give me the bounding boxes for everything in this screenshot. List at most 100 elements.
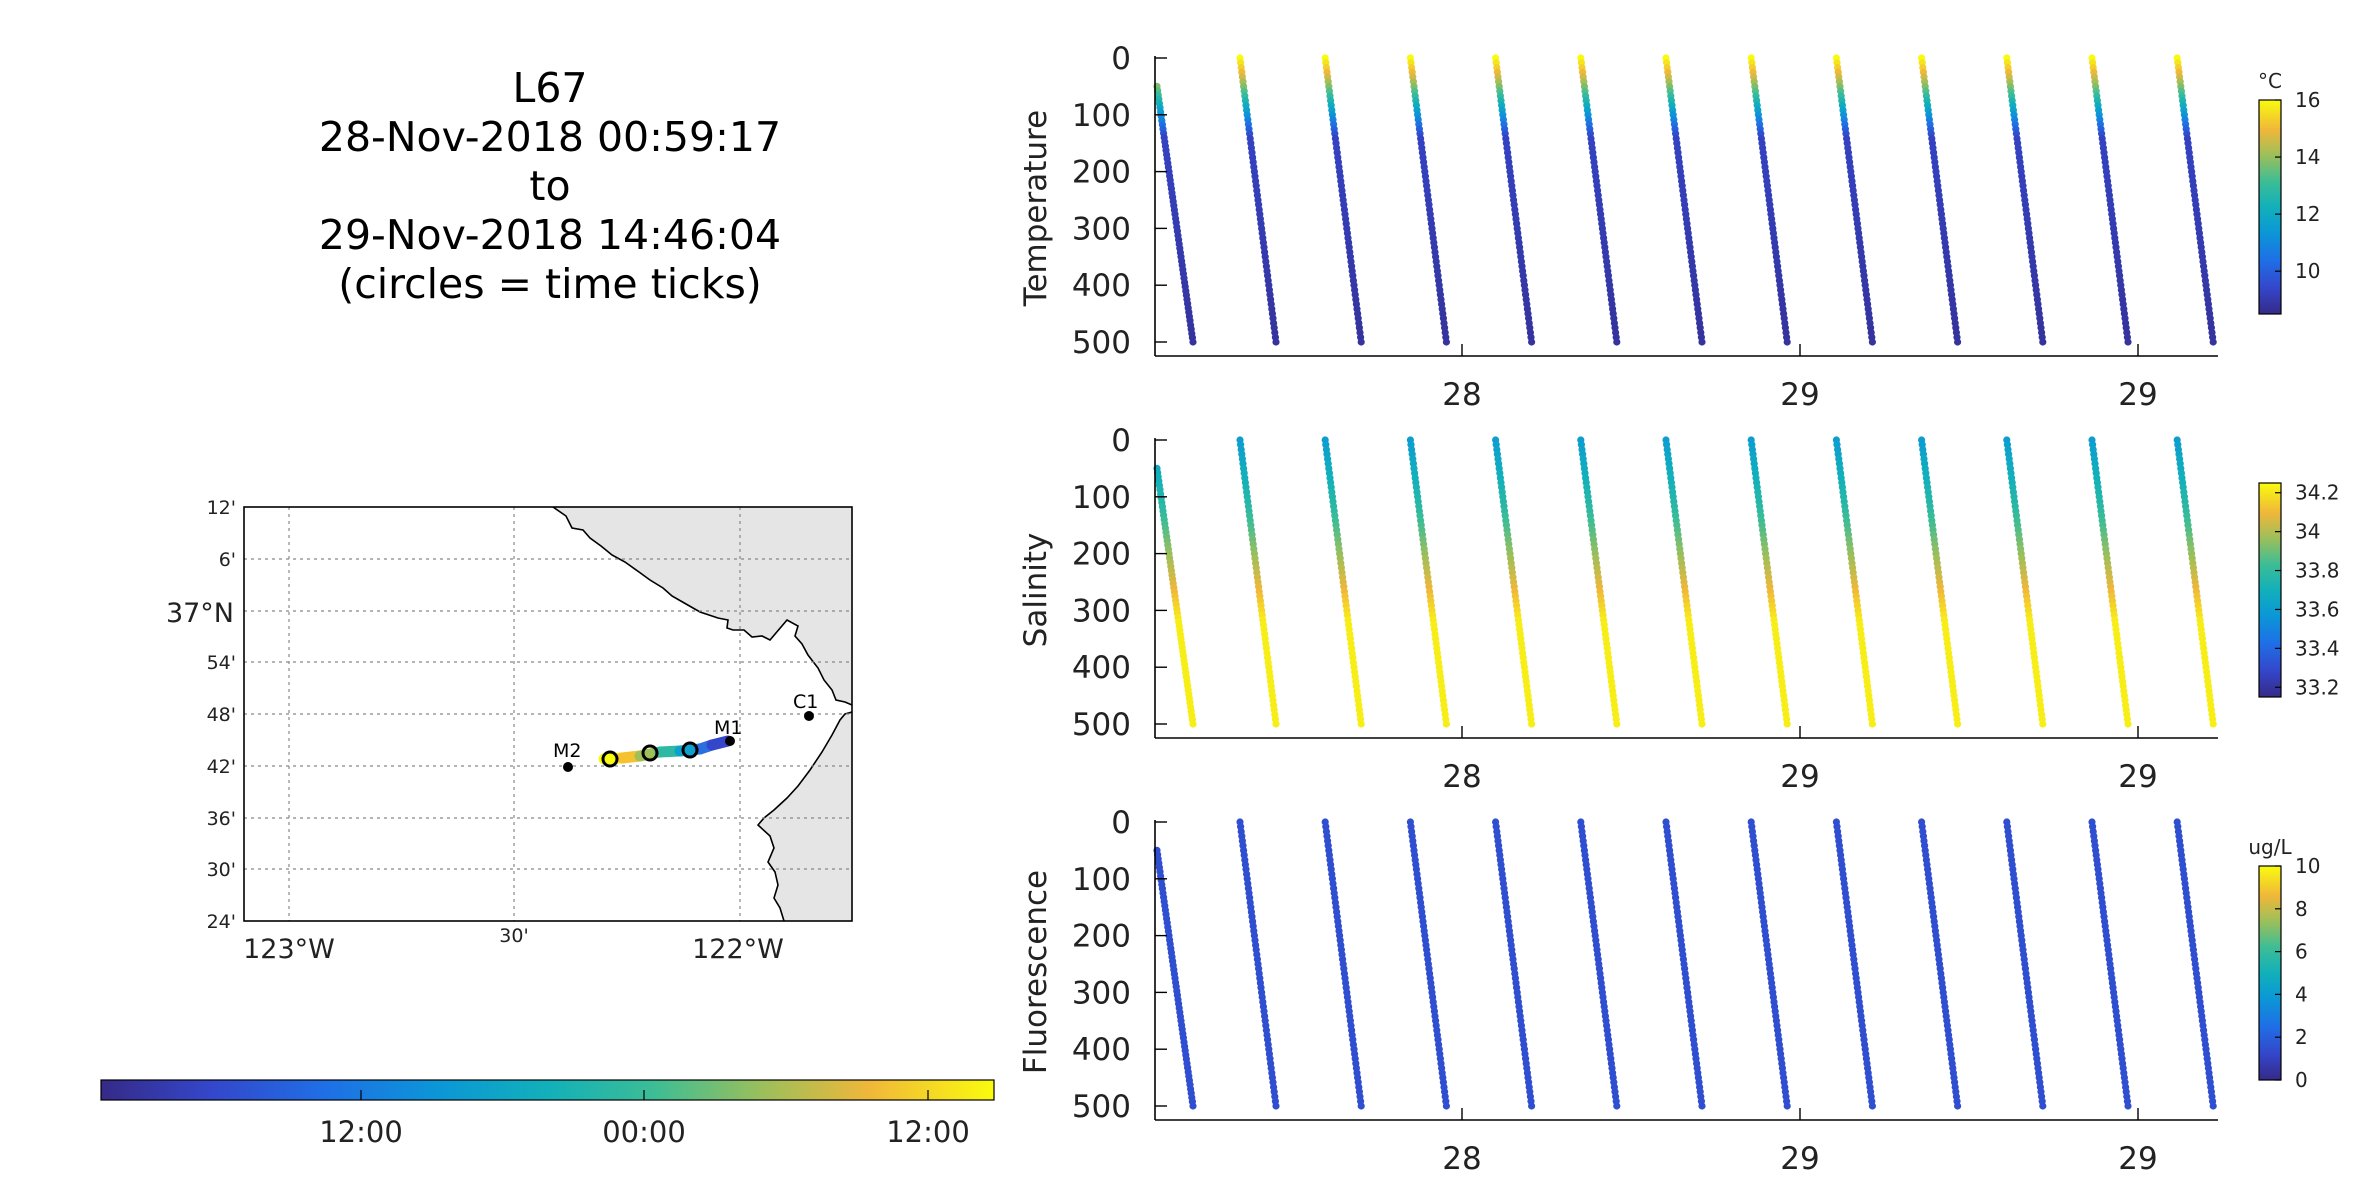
profile-cast — [1577, 436, 1621, 728]
profile-point — [1272, 338, 1280, 346]
profile-point — [1783, 720, 1791, 728]
colorbar-tick-label: 33.2 — [2295, 675, 2340, 699]
colorbar-tick-label: 14 — [2295, 145, 2320, 169]
profile-cast — [2003, 54, 2047, 346]
profile-point — [2124, 338, 2132, 346]
x-tick-label: 29 — [1780, 759, 1819, 795]
profile-point — [1954, 720, 1962, 728]
figure-title: L67 28-Nov-2018 00:59:17 to 29-Nov-2018 … — [250, 64, 850, 309]
lat-label: 54' — [207, 652, 236, 674]
y-tick-label: 400 — [1072, 650, 1131, 686]
profile-point — [2209, 1102, 2217, 1110]
y-tick-label: 400 — [1072, 1032, 1131, 1068]
profile-cast — [2003, 436, 2047, 728]
time-tick-label: 12:00 — [319, 1115, 403, 1149]
y-tick-label: 200 — [1072, 919, 1131, 955]
station-marker-m1 — [725, 736, 735, 746]
profile-cast — [1236, 436, 1280, 728]
x-tick-label: 29 — [2118, 1141, 2157, 1177]
y-tick-label: 100 — [1072, 862, 1131, 898]
profile-cast — [1492, 818, 1536, 1110]
title-line-start: 28-Nov-2018 00:59:17 — [318, 113, 782, 161]
profile-cast — [1406, 54, 1450, 346]
profile-point — [2039, 1102, 2047, 1110]
map-lat-labels: 12' 6' 37°N 54' 48' 42' 36' 30' 24' — [166, 497, 236, 933]
y-tick-label: 100 — [1072, 98, 1131, 134]
profile-point — [1272, 720, 1280, 728]
profile-point — [1442, 1102, 1450, 1110]
title-line-end: 29-Nov-2018 14:46:04 — [318, 211, 782, 259]
profile-cast — [1577, 54, 1621, 346]
profile-cast — [1321, 436, 1365, 728]
colorbar-tick-label: 33.8 — [2295, 559, 2340, 583]
profile-point — [1698, 1102, 1706, 1110]
profile-cast — [2088, 54, 2132, 346]
lat-label: 37°N — [166, 598, 234, 629]
x-tick-label: 28 — [1442, 759, 1481, 795]
profile-point — [1698, 720, 1706, 728]
time-colorbar: 12:00 00:00 12:00 — [100, 1079, 995, 1149]
profile-point — [1698, 338, 1706, 346]
profile-point — [1357, 720, 1365, 728]
y-tick-label: 100 — [1072, 480, 1131, 516]
profile-cast — [1662, 54, 1706, 346]
profile-point — [2039, 720, 2047, 728]
y-tick-label: 500 — [1072, 707, 1131, 743]
y-axis-label: Fluorescence — [1018, 870, 1054, 1074]
profile-cast — [1747, 54, 1791, 346]
station-marker-m2 — [563, 762, 573, 772]
map-panel: M2 M1 C1 12' 6' 37°N 54' 48' 42' 36' 30'… — [166, 497, 853, 965]
colorbar — [2258, 865, 2282, 1081]
colorbar-tick-label: 6 — [2295, 940, 2308, 964]
y-tick-label: 0 — [1111, 805, 1131, 841]
profile-panel-salinity: 0 100 200 300 400 500 28 29 29 Salinity 33.2 33.4 33… — [1018, 423, 2340, 795]
colorbar-tick-label: 8 — [2295, 897, 2308, 921]
time-tick-circle — [681, 741, 699, 759]
profile-point — [1528, 720, 1536, 728]
profile-cast — [1747, 818, 1791, 1110]
title-line-glider: L67 — [512, 64, 588, 112]
x-tick-label: 28 — [1442, 1141, 1481, 1177]
profile-point — [1528, 338, 1536, 346]
y-tick-label: 300 — [1072, 211, 1131, 247]
lat-label: 6' — [219, 549, 236, 571]
profile-point — [2124, 720, 2132, 728]
profile-cast — [1492, 436, 1536, 728]
profile-point — [2209, 338, 2217, 346]
profile-cast — [1918, 436, 1962, 728]
y-axis-label: Temperature — [1018, 110, 1054, 307]
profile-point — [1613, 720, 1621, 728]
station-label-c1: C1 — [793, 691, 818, 713]
y-tick-label: 200 — [1072, 537, 1131, 573]
profile-point — [1783, 338, 1791, 346]
profile-point — [1868, 338, 1876, 346]
profile-point — [1954, 338, 1962, 346]
profile-point — [1613, 338, 1621, 346]
station-label-m1: M1 — [714, 717, 742, 739]
profile-point — [1783, 1102, 1791, 1110]
profile-cast — [1321, 54, 1365, 346]
y-tick-label: 300 — [1072, 975, 1131, 1011]
station-marker-c1 — [804, 711, 814, 721]
colorbar-tick-label: 0 — [2295, 1068, 2308, 1092]
profile-cast — [1577, 818, 1621, 1110]
profile-cast — [1832, 818, 1876, 1110]
profile-point — [2039, 338, 2047, 346]
x-tick-label: 29 — [2118, 759, 2157, 795]
profile-cast — [1321, 818, 1365, 1110]
profile-point — [1189, 1102, 1197, 1110]
x-tick-label: 29 — [1780, 377, 1819, 413]
colorbar-tick-label: 12 — [2295, 202, 2320, 226]
profile-panel-temperature: 0 100 200 300 400 500 28 29 29 Temperature 10 12 14 1… — [1018, 41, 2320, 413]
profile-cast — [1153, 464, 1197, 728]
profile-point — [1613, 1102, 1621, 1110]
profile-cast — [1662, 436, 1706, 728]
colorbar-tick-label: 10 — [2295, 259, 2320, 283]
y-tick-label: 0 — [1111, 423, 1131, 459]
profile-cast — [1918, 54, 1962, 346]
profile-cast — [2173, 436, 2217, 728]
x-tick-label: 29 — [1780, 1141, 1819, 1177]
profile-cast — [1236, 54, 1280, 346]
lat-label: 36' — [207, 808, 236, 830]
